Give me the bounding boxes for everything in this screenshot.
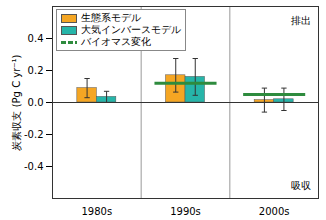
svg-text:0.4: 0.4 bbox=[28, 33, 44, 44]
svg-text:1980s: 1980s bbox=[81, 206, 112, 217]
svg-text:-0.4: -0.4 bbox=[24, 161, 44, 172]
html-text:生態系モデル: 生態系モデル bbox=[81, 12, 141, 23]
html-text:バイオマス変化: バイオマス変化 bbox=[81, 36, 151, 47]
svg-text:1990s: 1990s bbox=[170, 206, 201, 217]
svg-text:0.2: 0.2 bbox=[28, 65, 44, 76]
html-text:大気インバースモデル: 大気インバースモデル bbox=[81, 24, 181, 35]
svg-text:炭素収支 (Pg C yr⁻¹): 炭素収支 (Pg C yr⁻¹) bbox=[11, 54, 22, 150]
svg-text:排出: 排出 bbox=[291, 15, 311, 26]
svg-text:2000s: 2000s bbox=[259, 206, 290, 217]
svg-text:-0.2: -0.2 bbox=[24, 129, 44, 140]
svg-text:0.0: 0.0 bbox=[28, 97, 44, 108]
svg-text:吸収: 吸収 bbox=[291, 180, 311, 191]
